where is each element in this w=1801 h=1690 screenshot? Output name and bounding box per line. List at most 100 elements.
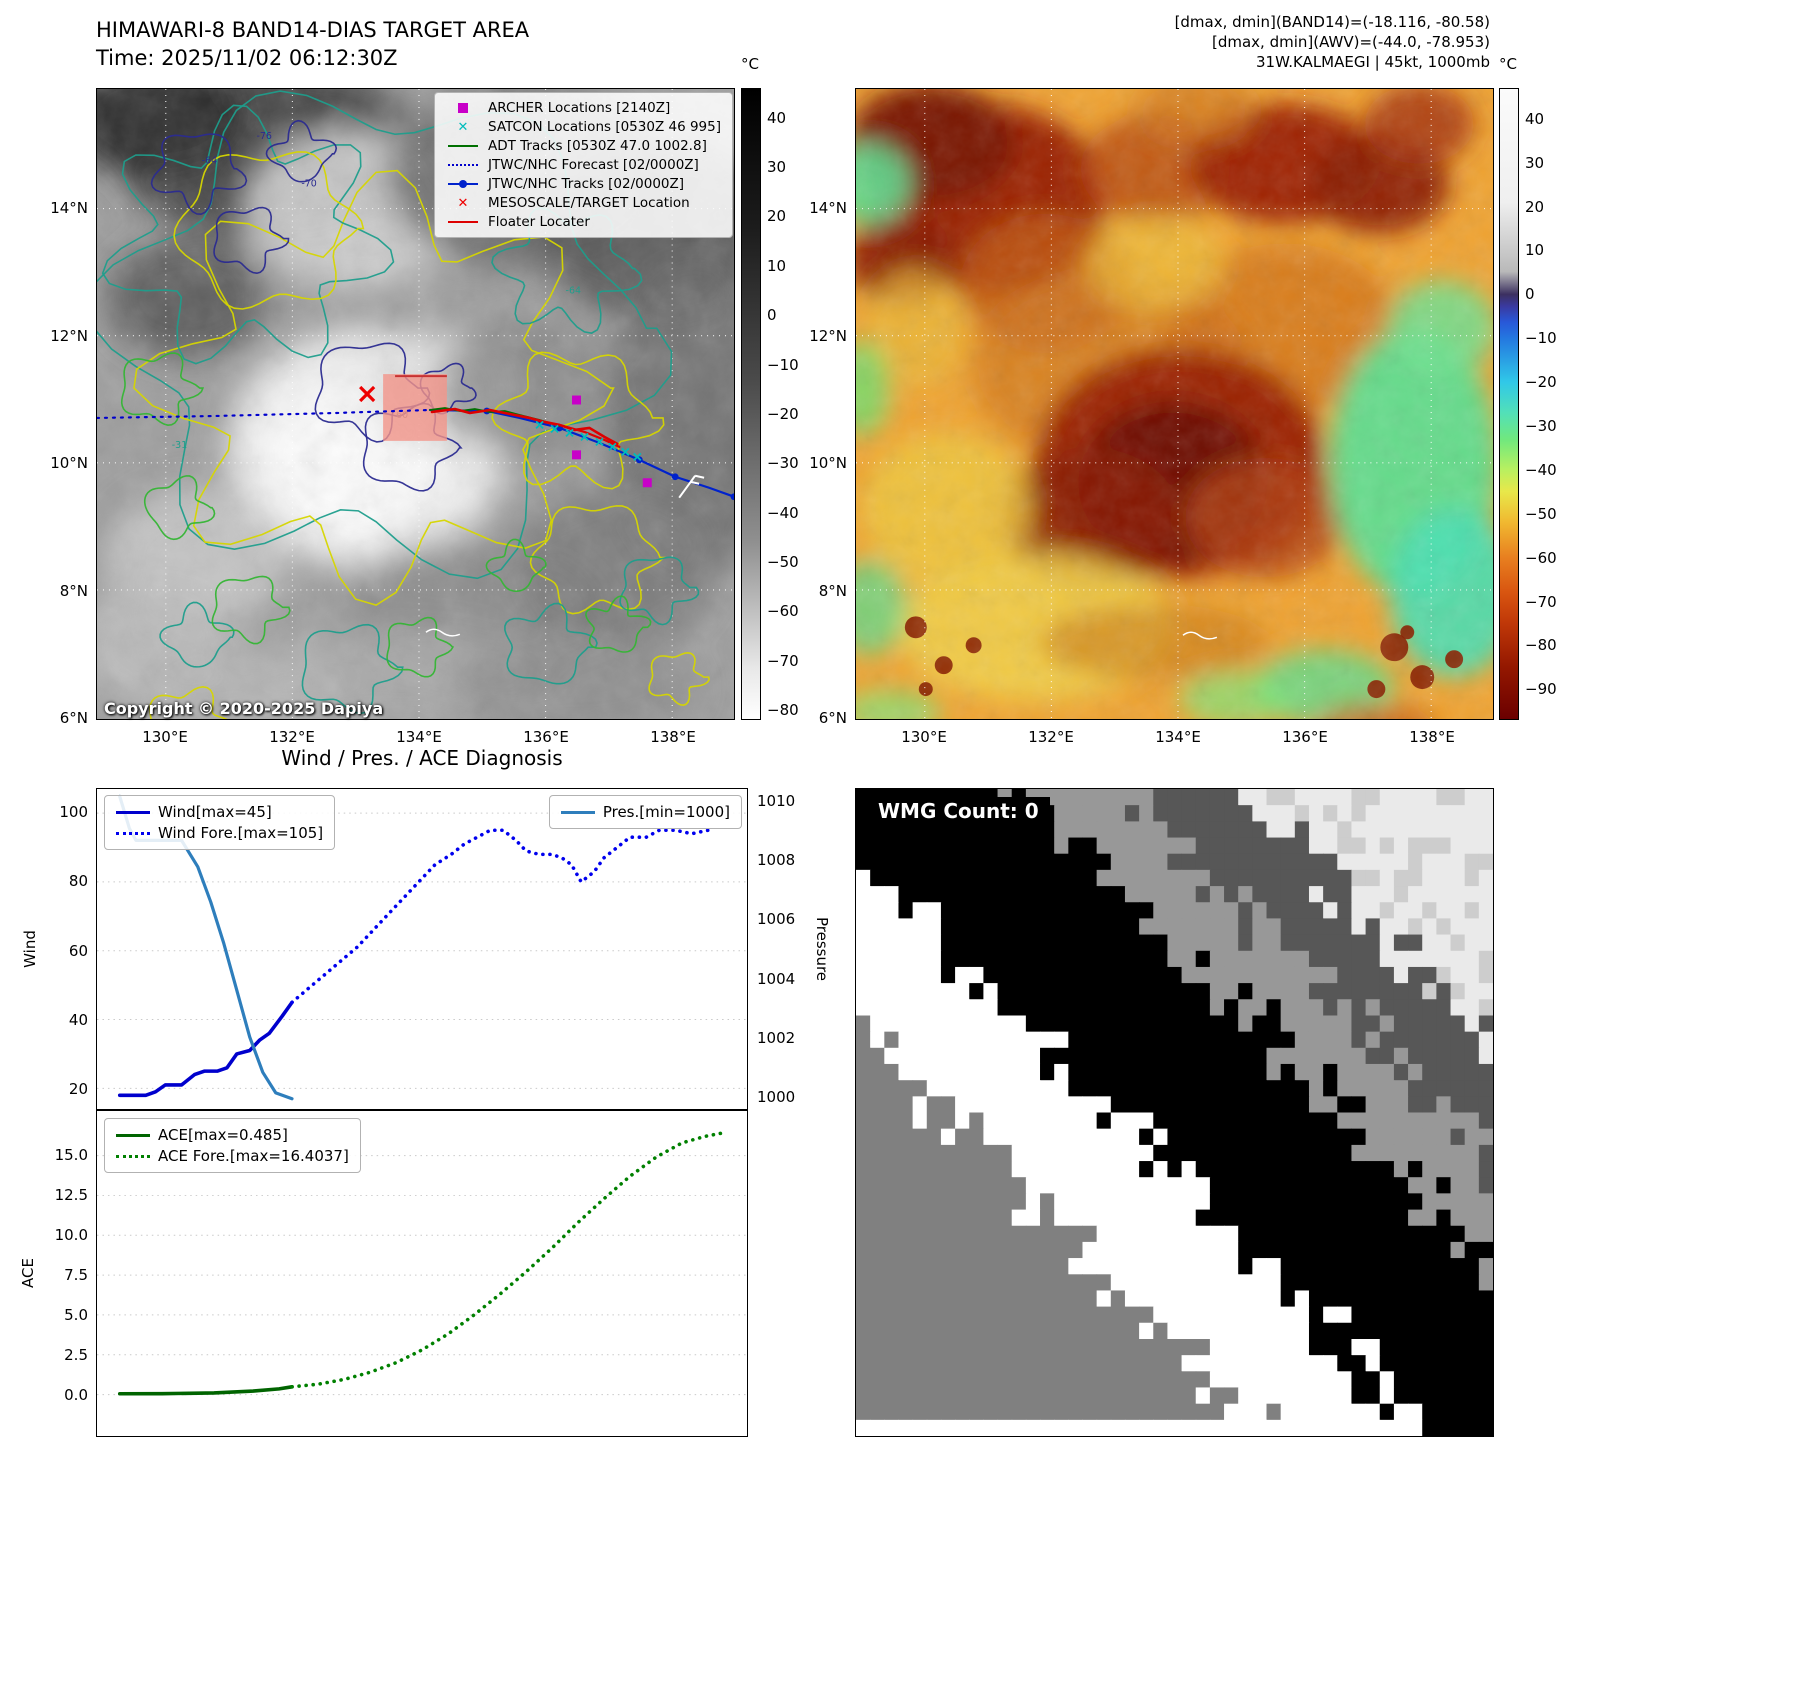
awv-colorbar-tick: 30	[1525, 153, 1545, 172]
archer-location-marker	[572, 395, 581, 405]
legend-label: Wind Fore.[max=105]	[158, 824, 324, 842]
tl-x-tick-label: 136°E	[523, 728, 569, 746]
awv-colorbar-tick: −10	[1525, 329, 1557, 348]
legend-item: ✕ MESOSCALE/TARGET Location	[446, 195, 721, 211]
wind-y-tick-label: 80	[68, 872, 88, 891]
target-area-box	[383, 374, 447, 441]
storm-id-annotation: 31W.KALMAEGI | 45kt, 1000mb	[1256, 53, 1490, 71]
tr-x-tick-label: 132°E	[1028, 728, 1074, 746]
wind-barb	[678, 474, 705, 499]
line-marker	[446, 215, 480, 229]
awv-colorbar-unit: °C	[1499, 55, 1517, 73]
band14-colorbar-tick: −80	[767, 701, 799, 720]
legend-item: ✕ SATCON Locations [0530Z 46 995]	[446, 119, 721, 135]
legend-label: ACE[max=0.485]	[158, 1126, 288, 1144]
tr-x-tick-label: 130°E	[901, 728, 947, 746]
wmg-count-label: WMG Count: 0	[867, 797, 1050, 825]
legend-item: ADT Tracks [0530Z 47.0 1002.8]	[446, 138, 721, 154]
legend-item: Floater Locater	[446, 214, 721, 230]
band14-satellite-image: -64-76-70-64-3160	[97, 89, 734, 719]
wind-y-tick-label: 60	[68, 941, 88, 960]
line-marker	[560, 805, 595, 819]
band14-colorbar-tick: 20	[767, 207, 787, 226]
band14-colorbar-tick: −50	[767, 553, 799, 571]
awv-colorbar	[1499, 88, 1519, 720]
wind-y-tick-label: 20	[68, 1080, 88, 1099]
awv-colorbar-tick: −50	[1525, 504, 1557, 523]
x-marker: ✕	[457, 195, 469, 211]
tr-y-tick-label: 12°N	[809, 326, 847, 345]
pressure-y-tick-label: 1002	[757, 1028, 796, 1047]
wind-y-tick-label: 100	[59, 803, 88, 822]
map-legend: ARCHER Locations [2140Z] ✕ SATCON Location…	[434, 92, 733, 238]
x-marker: ✕	[457, 119, 469, 135]
ace-axis-label: ACE	[19, 1258, 37, 1288]
square-marker	[446, 101, 480, 115]
tl-x-tick-label: 134°E	[396, 728, 442, 746]
legend-label: ACE Fore.[max=16.4037]	[158, 1147, 349, 1165]
band14-colorbar-tick: 0	[767, 306, 777, 325]
tr-y-tick-label: 14°N	[809, 199, 847, 217]
pressure-legend: Pres.[min=1000]	[548, 795, 742, 829]
wind-legend: Wind[max=45] Wind Fore.[max=105]	[104, 795, 336, 850]
tl-y-tick-label: 10°N	[50, 454, 88, 472]
awv-colorbar-tick: 10	[1525, 241, 1545, 260]
tl-x-tick-label: 130°E	[142, 728, 188, 746]
contour-label: -76	[256, 131, 271, 142]
coastline	[425, 628, 461, 637]
pressure-y-tick-label: 1006	[757, 910, 796, 929]
awv-map-panel	[855, 88, 1494, 720]
pressure-axis-label: Pressure	[813, 916, 831, 982]
coastline	[1182, 631, 1218, 640]
tl-y-tick-label: 14°N	[50, 199, 88, 217]
dotted-line-marker	[446, 158, 480, 172]
line-marker	[446, 139, 480, 153]
awv-colorbar-tick: −20	[1525, 373, 1557, 392]
tr-x-tick-label: 138°E	[1409, 728, 1455, 746]
tl-y-tick-label: 8°N	[59, 581, 88, 600]
awv-colorbar-tick: 40	[1525, 109, 1545, 128]
awv-colorbar-tick: −60	[1525, 548, 1557, 567]
tr-x-tick-label: 134°E	[1155, 728, 1201, 746]
ace-y-tick-label: 12.5	[54, 1185, 88, 1204]
awv-colorbar-tick: −40	[1525, 460, 1557, 479]
awv-satellite-image	[856, 89, 1493, 719]
band14-colorbar	[741, 88, 761, 720]
line-marker	[116, 1128, 150, 1142]
band14-colorbar-tick: 10	[767, 256, 787, 275]
legend-label: Wind[max=45]	[158, 803, 272, 821]
wind-y-tick-label: 40	[68, 1010, 88, 1029]
legend-label: MESOSCALE/TARGET Location	[488, 195, 690, 211]
pressure-y-tick-label: 1004	[757, 969, 796, 988]
band14-title: HIMAWARI-8 BAND14-DIAS TARGET AREA	[96, 18, 530, 42]
band14-colorbar-tick: 40	[767, 108, 787, 127]
diagnosis-title: Wind / Pres. / ACE Diagnosis	[281, 746, 563, 770]
tl-y-tick-label: 6°N	[59, 709, 88, 727]
awv-annotation-block: [dmax, dmin](BAND14)=(-18.116, -80.58) […	[1020, 12, 1490, 72]
awv-colorbar-tick: 20	[1525, 197, 1545, 216]
line-dot-marker	[446, 177, 480, 191]
contour-label: -64	[566, 285, 581, 296]
legend-label: SATCON Locations [0530Z 46 995]	[488, 119, 721, 135]
band14-colorbar-tick: −30	[767, 454, 799, 473]
legend-label: ARCHER Locations [2140Z]	[488, 100, 671, 116]
wind-axis-label: Wind	[21, 930, 39, 968]
dotted-line-marker	[116, 1149, 150, 1163]
awv-colorbar-tick: −80	[1525, 636, 1557, 655]
legend-item: Wind[max=45]	[116, 803, 323, 821]
tr-y-tick-label: 10°N	[809, 454, 847, 472]
legend-label: JTWC/NHC Forecast [02/0000Z]	[488, 157, 699, 173]
band14-colorbar-tick: −20	[767, 404, 799, 423]
legend-item: Pres.[min=1000]	[560, 803, 730, 821]
legend-item: ACE[max=0.485]	[116, 1126, 349, 1144]
band14-time: Time: 2025/11/02 06:12:30Z	[96, 46, 398, 70]
tl-x-tick-label: 138°E	[650, 728, 696, 746]
legend-item: Wind Fore.[max=105]	[116, 824, 323, 842]
ace-y-tick-label: 10.0	[54, 1226, 88, 1245]
legend-label: ADT Tracks [0530Z 47.0 1002.8]	[488, 138, 707, 154]
archer-location-marker	[572, 450, 581, 460]
pressure-y-tick-label: 1000	[757, 1087, 796, 1106]
tl-y-tick-label: 12°N	[50, 326, 88, 345]
legend-item: JTWC/NHC Forecast [02/0000Z]	[446, 157, 721, 173]
